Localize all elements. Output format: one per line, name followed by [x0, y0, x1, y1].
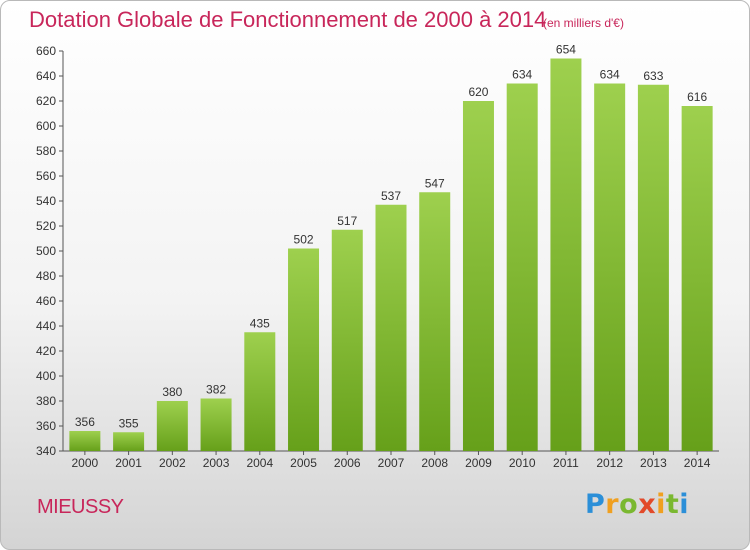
- x-tick-label: 2013: [640, 456, 667, 470]
- x-tick-label: 2004: [246, 456, 273, 470]
- value-label: 654: [556, 43, 576, 57]
- commune-name: MIEUSSY: [37, 496, 124, 518]
- bar-2005: [288, 248, 320, 451]
- y-tick-label: 480: [36, 269, 56, 283]
- bar-2002: [156, 401, 188, 451]
- bar-2007: [375, 204, 407, 451]
- chart-labels: 2000 356 2001 355 2002 380 2003 382 2004 435 2005 5…: [72, 43, 711, 471]
- y-tick-label: 440: [36, 319, 56, 333]
- x-tick-label: 2007: [378, 456, 405, 470]
- bar-2003: [200, 398, 232, 451]
- y-tick-label: 400: [36, 369, 56, 383]
- x-tick-label: 2001: [115, 456, 142, 470]
- bar-2006: [331, 229, 363, 451]
- y-tick-label: 360: [36, 419, 56, 433]
- chart-bars: [69, 58, 713, 451]
- bar-2012: [594, 83, 626, 451]
- bar-2011: [550, 58, 582, 451]
- x-tick-label: 2010: [509, 456, 536, 470]
- proxiti-logo[interactable]: Proxiti: [585, 489, 690, 520]
- y-tick-label: 380: [36, 394, 56, 408]
- bar-2014: [681, 106, 713, 451]
- x-tick-label: 2003: [203, 456, 230, 470]
- bar-2013: [637, 84, 669, 451]
- value-label: 634: [600, 68, 620, 82]
- bar-2009: [462, 101, 494, 451]
- value-label: 537: [381, 189, 401, 203]
- chart-axes: 340 360 380 400 420 440 460 480 500 520 540 560 580 6…: [36, 44, 719, 458]
- chart-title: Dotation Globale de Fonctionnement de 20…: [29, 7, 547, 32]
- y-tick-label: 580: [36, 144, 56, 158]
- bar-2010: [506, 83, 538, 451]
- x-tick-label: 2011: [553, 456, 579, 470]
- y-tick-label: 420: [36, 344, 56, 358]
- value-label: 616: [687, 90, 707, 104]
- y-tick-label: 620: [36, 94, 56, 108]
- y-tick-label: 560: [36, 169, 56, 183]
- y-tick-label: 340: [36, 444, 56, 458]
- value-label: 634: [512, 68, 532, 82]
- x-tick-label: 2006: [334, 456, 361, 470]
- bar-2001: [113, 432, 145, 451]
- y-tick-label: 540: [36, 194, 56, 208]
- x-tick-label: 2009: [465, 456, 492, 470]
- y-tick-label: 660: [36, 44, 56, 58]
- chart-subtitle: (en milliers d'€): [543, 16, 624, 30]
- value-label: 502: [294, 233, 314, 247]
- x-tick-label: 2008: [421, 456, 448, 470]
- y-tick-label: 640: [36, 69, 56, 83]
- value-label: 517: [337, 214, 357, 228]
- y-tick-label: 520: [36, 219, 56, 233]
- value-label: 380: [162, 385, 182, 399]
- bar-2000: [69, 431, 101, 451]
- value-label: 382: [206, 383, 226, 397]
- value-label: 547: [425, 176, 445, 190]
- y-tick-label: 500: [36, 244, 56, 258]
- x-tick-label: 2000: [72, 456, 99, 470]
- value-label: 356: [75, 415, 95, 429]
- x-tick-label: 2014: [684, 456, 711, 470]
- value-label: 435: [250, 316, 270, 330]
- y-tick-label: 600: [36, 119, 56, 133]
- value-label: 620: [468, 85, 488, 99]
- bar-2008: [419, 192, 451, 451]
- value-label: 355: [119, 416, 139, 430]
- y-tick-label: 460: [36, 294, 56, 308]
- x-tick-label: 2005: [290, 456, 317, 470]
- bar-2004: [244, 332, 276, 451]
- x-tick-label: 2002: [159, 456, 186, 470]
- x-tick-label: 2012: [596, 456, 623, 470]
- value-label: 633: [643, 69, 663, 83]
